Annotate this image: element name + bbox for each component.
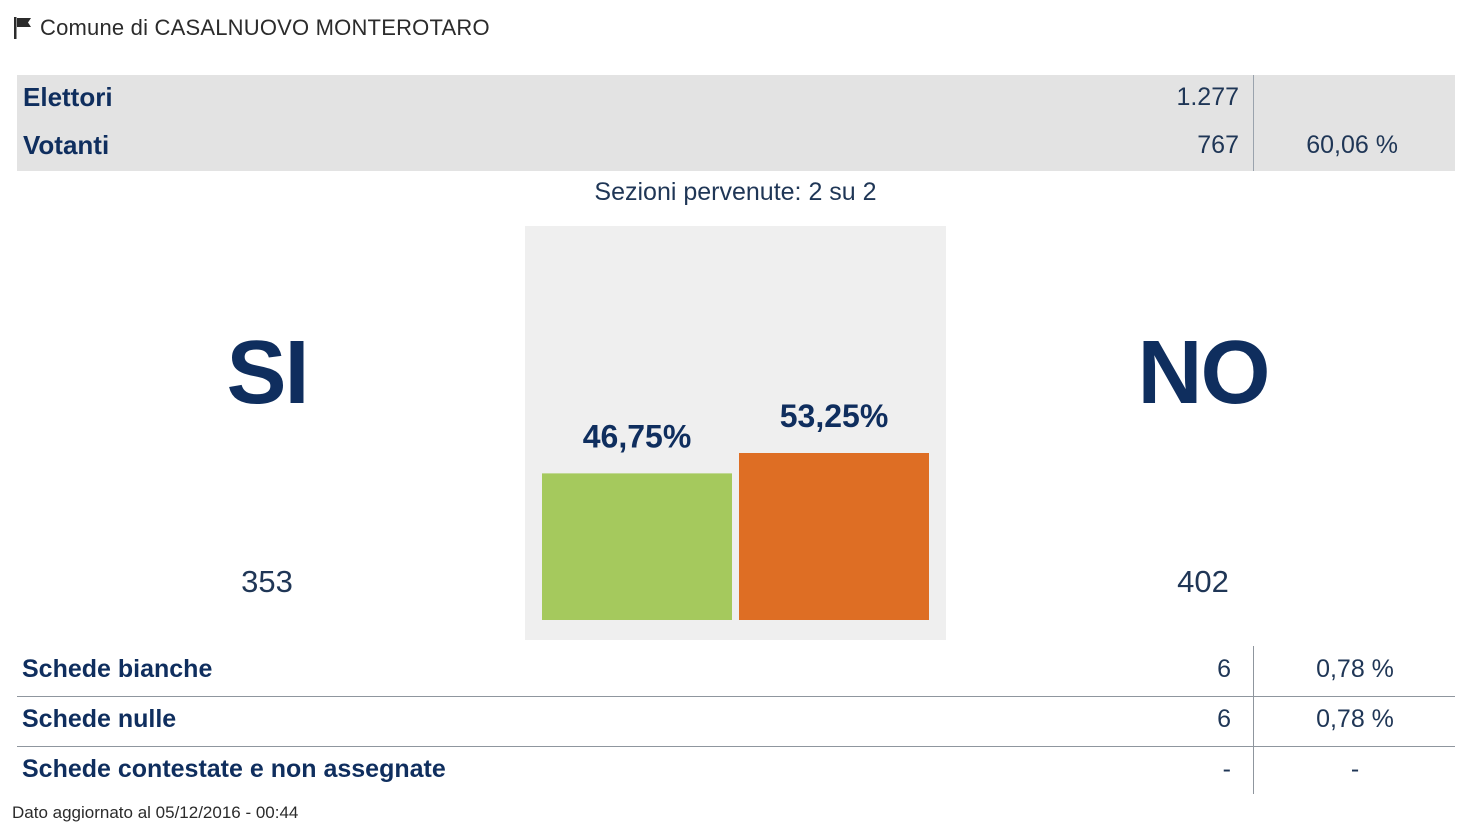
column-divider [1253, 696, 1254, 746]
detail-value: 6 [1217, 655, 1231, 683]
results-chart: 46,75% 53,25% [525, 226, 946, 640]
no-label: NO [1137, 323, 1271, 423]
flag-icon [14, 17, 31, 39]
detail-percent: 0,78 % [1316, 705, 1394, 733]
detail-row-schede-nulle: Schede nulle 6 0,78 % [17, 696, 1455, 747]
detail-percent: - [1350, 755, 1360, 783]
sections-received: Sezioni pervenute: 2 su 2 [594, 178, 877, 206]
bar-si [542, 473, 732, 620]
bar-label-si: 46,75% [583, 418, 692, 454]
summary-label: Votanti [23, 130, 110, 160]
detail-row-schede-bianche: Schede bianche 6 0,78 % [17, 646, 1455, 697]
column-divider [1253, 646, 1254, 696]
bar-no [739, 453, 929, 620]
no-vote-count: 402 [1177, 564, 1229, 599]
si-label: SI [226, 323, 309, 423]
voters-summary: Elettori 1.277 Votanti 767 60,06 % [17, 75, 1455, 171]
summary-value: 1.277 [1176, 83, 1239, 111]
detail-label: Schede contestate e non assegnate [22, 755, 446, 783]
summary-row-elettori: Elettori 1.277 [17, 75, 1455, 123]
detail-label: Schede nulle [22, 705, 177, 733]
detail-value: - [1222, 755, 1231, 783]
municipality-title: Comune di CASALNUOVO MONTEROTARO [40, 15, 490, 40]
bar-label-no: 53,25% [780, 398, 889, 434]
column-divider [1253, 746, 1254, 794]
detail-label: Schede bianche [22, 655, 213, 683]
summary-percent: 60,06 % [1306, 131, 1398, 159]
detail-percent: 0,78 % [1316, 655, 1394, 683]
summary-row-votanti: Votanti 767 60,06 % [17, 123, 1455, 171]
summary-value: 767 [1197, 131, 1239, 159]
detail-row-schede-contestate: Schede contestate e non assegnate - - [17, 746, 1455, 796]
detail-value: 6 [1217, 705, 1231, 733]
si-vote-count: 353 [241, 564, 293, 599]
last-updated: Dato aggiornato al 05/12/2016 - 00:44 [12, 803, 299, 822]
summary-label: Elettori [23, 82, 113, 112]
results-bar-chart: 46,75% 53,25% [542, 398, 929, 620]
page-header: Comune di CASALNUOVO MONTEROTARO [12, 12, 490, 44]
column-divider [1253, 75, 1254, 171]
